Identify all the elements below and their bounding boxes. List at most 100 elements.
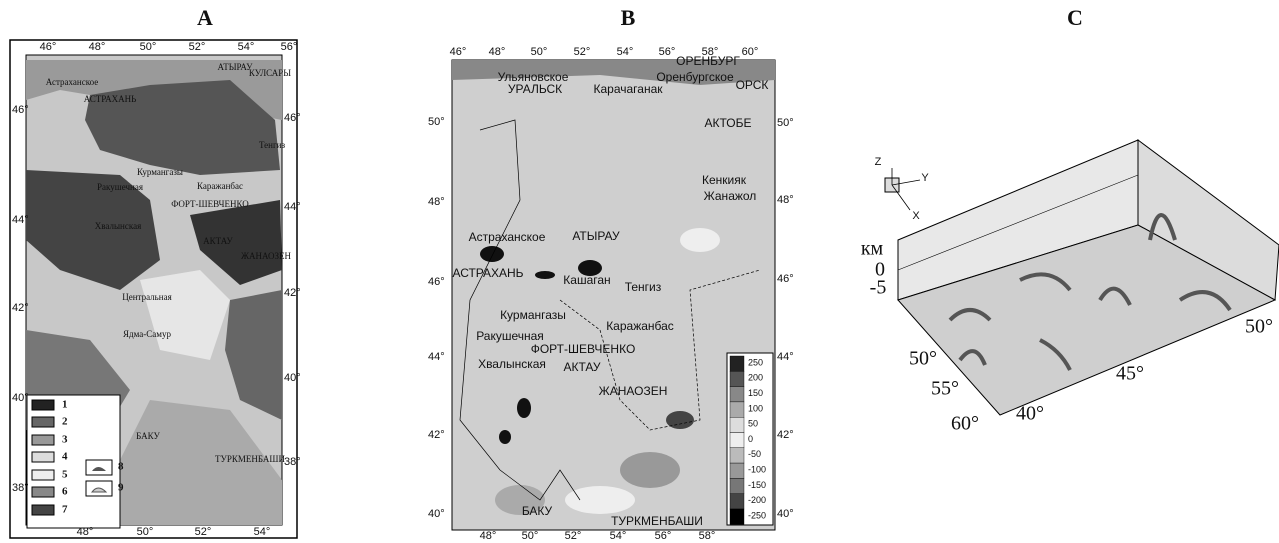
legend-label: 6 [62,486,68,498]
colorbar-swatch [729,432,745,449]
lat-tick-label: 46° [284,112,301,124]
place-label: АТЫРАУ [218,62,254,72]
colorbar-label: -100 [748,464,766,474]
lon-tick-label: 46° [450,46,467,58]
colorbar-label: 100 [748,403,763,413]
lon-tick-label: 50° [140,41,157,53]
place-label: Центральная [122,292,171,302]
lat-tick-label: 40° [12,392,29,404]
place-label: Тенгиз [259,140,285,150]
legend-label: 4 [62,451,68,463]
place-label: Каражанбас [197,181,243,191]
lon-label: 45° [1116,363,1144,385]
colorbar-label: 50 [748,419,758,429]
lat-tick-label: 42° [777,429,794,441]
place-label: АКТОБЕ [705,116,752,130]
lat-tick-label: 42° [284,287,301,299]
lat-tick-label: 50° [428,116,445,128]
place-label: Кенкияк [702,173,747,187]
place-label: ОРСК [736,78,769,92]
legend-label: 2 [62,416,68,428]
place-label: БАКУ [136,431,160,441]
model-c [884,139,1279,416]
place-label: ЖАНАОЗЕН [599,384,668,398]
colorbar-swatch [729,417,745,433]
place-label: ФОРТ-ШЕВЧЕНКО [531,342,636,356]
place-label: АКТАУ [563,360,600,374]
colorbar-swatch [729,401,745,418]
lon-label: 40° [1016,403,1044,425]
place-label: ФОРТ-ШЕВЧЕНКО [171,199,249,209]
place-label: Хвалынская [478,357,546,371]
colorbar-swatch [729,355,745,372]
axis-icon-label: Y [921,172,929,184]
lat-label: 60° [951,413,979,435]
axis-icon-label: Z [875,156,882,168]
lat-tick-label: 40° [777,508,794,520]
colorbar-swatch [729,386,745,403]
map-a [9,39,298,539]
place-label: Оренбургское [656,70,734,84]
map-b: 250 200 150 100 50 0 -50 -100 -150 -200 -250 [451,59,776,531]
lon-tick-label: 52° [565,530,582,542]
lon-tick-label: 50° [522,530,539,542]
lon-tick-label: 56° [281,41,298,53]
place-label: БАКУ [522,504,553,518]
lat-tick-label: 46° [777,273,794,285]
place-label: ТУРКМЕНБАШИ [215,454,286,464]
place-label: Каражанбас [606,319,674,333]
place-label: Хвалынская [95,221,141,231]
place-label: АТЫРАУ [572,229,620,243]
place-label: УРАЛЬСК [508,82,562,96]
lat-tick-label: 38° [284,456,301,468]
lon-tick-label: 46° [40,41,57,53]
place-label: Карачаганак [593,82,663,96]
lon-tick-label: 48° [480,530,497,542]
axis-icon-label: X [912,210,920,222]
place-label: Курмангазы [137,167,183,177]
place-label: Курмангазы [500,308,566,322]
lon-tick-label: 54° [610,530,627,542]
panel-label: C [1067,5,1083,30]
colorbar-label: -250 [748,510,766,520]
lat-tick-label: 44° [777,351,794,363]
lat-tick-label: 44° [12,214,29,226]
lat-tick-label: 46° [428,276,445,288]
lat-tick-label: 44° [284,201,301,213]
lon-tick-label: 56° [659,46,676,58]
lat-tick-label: 42° [428,429,445,441]
panel-label: B [621,5,636,30]
lat-tick-label: 48° [428,196,445,208]
legend-label: 9 [118,482,124,494]
place-label: ЖАНАОЗЕН [241,251,292,261]
colorbar-swatch [729,447,745,464]
lon-label: 50° [1245,316,1273,338]
lon-tick-label: 52° [189,41,206,53]
lon-tick-label: 60° [742,46,759,58]
place-label: ТУРКМЕНБАШИ [611,514,703,528]
place-label: Кашаган [563,273,610,287]
lat-tick-label: 40° [428,508,445,520]
lat-tick-label: 48° [777,194,794,206]
lon-tick-label: 48° [489,46,506,58]
place-label: Астраханское [469,230,546,244]
legend-label: 1 [62,399,68,411]
place-label: Ядма-Самур [123,329,171,339]
lon-tick-label: 52° [574,46,591,58]
lon-tick-label: 58° [702,46,719,58]
lon-tick-label: 56° [655,530,672,542]
colorbar-label: -200 [748,495,766,505]
lat-tick-label: 38° [12,482,29,494]
depth-label: 0 [875,259,885,281]
colorbar-label: -150 [748,480,766,490]
lon-tick-label: 58° [699,530,716,542]
panel-label: A [197,5,213,30]
legend-label: 7 [62,504,68,516]
lat-tick-label: 40° [284,372,301,384]
colorbar-swatch [729,462,745,479]
depth-label: -5 [870,277,887,299]
lon-tick-label: 48° [77,526,94,538]
lat-tick-label: 46° [12,104,29,116]
lon-tick-label: 50° [531,46,548,58]
